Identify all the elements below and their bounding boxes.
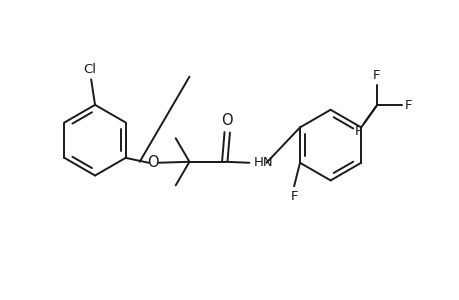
Text: F: F <box>372 69 380 82</box>
Text: O: O <box>221 113 233 128</box>
Text: F: F <box>404 99 411 112</box>
Text: HN: HN <box>253 156 273 169</box>
Text: Cl: Cl <box>84 63 96 76</box>
Text: F: F <box>290 190 297 203</box>
Text: F: F <box>354 125 362 139</box>
Text: O: O <box>146 155 158 170</box>
